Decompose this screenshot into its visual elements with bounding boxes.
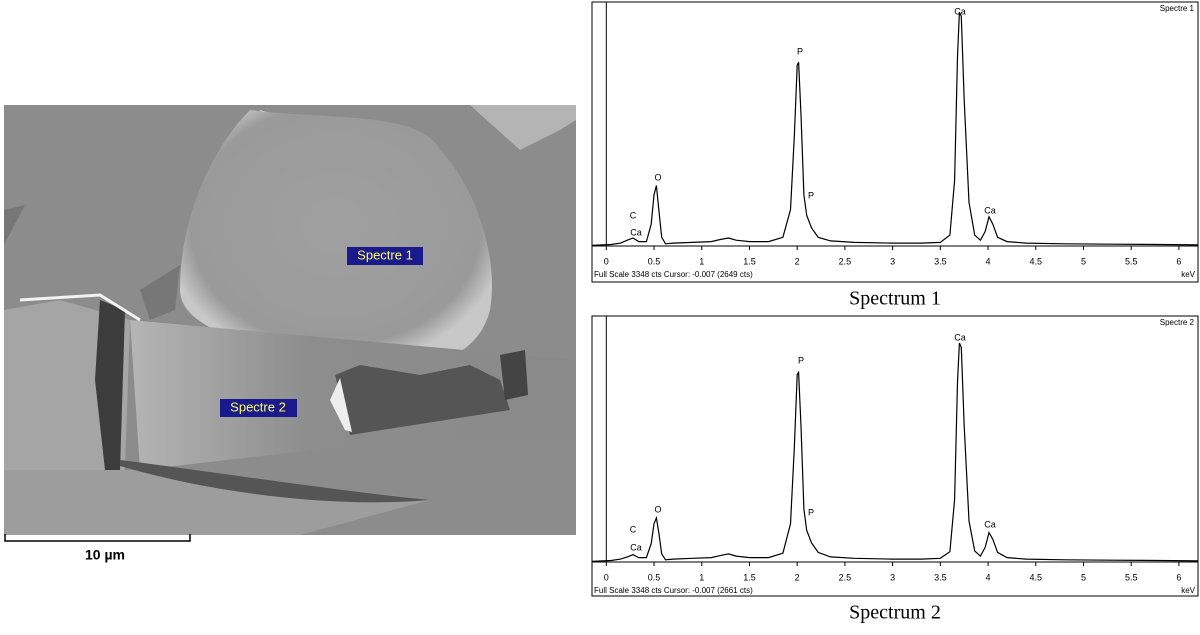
peak-label: O bbox=[654, 504, 661, 514]
x-tick-label: 0.5 bbox=[648, 256, 661, 266]
x-axis-label: keV bbox=[1181, 270, 1195, 279]
spectrum-title: Spectre 2 bbox=[1160, 318, 1195, 327]
x-tick-label: 5 bbox=[1081, 572, 1086, 582]
footer: Full Scale 3348 cts Cursor: -0.007 (2661… bbox=[594, 586, 753, 595]
x-tick-label: 5.5 bbox=[1125, 572, 1138, 582]
figure: Spectre 1 Spectre 2 10 µm 0 0.5 1 1.5 2 2.5 3 3… bbox=[0, 0, 1200, 630]
x-tick-label: 0.5 bbox=[648, 572, 661, 582]
x-tick-label: 0 bbox=[604, 256, 609, 266]
caption: Spectrum 2 bbox=[849, 602, 941, 624]
spectrum-title: Spectre 1 bbox=[1160, 4, 1195, 13]
scale-label: 10 µm bbox=[85, 547, 125, 563]
peak-label: P bbox=[808, 507, 814, 517]
peak-label: O bbox=[654, 172, 661, 182]
x-tick-label: 4.5 bbox=[1030, 256, 1043, 266]
label-text: Spectre 1 bbox=[357, 247, 413, 262]
x-tick-label: 2 bbox=[795, 572, 800, 582]
footer: Full Scale 3348 cts Cursor: -0.007 (2649… bbox=[594, 270, 753, 279]
x-tick-label: 5 bbox=[1081, 256, 1086, 266]
x-tick-label: 6 bbox=[1176, 256, 1181, 266]
x-tick-label: 3.5 bbox=[934, 256, 947, 266]
x-tick-label: 3 bbox=[890, 256, 895, 266]
spectrum-label: Spectre 2 bbox=[220, 399, 297, 417]
peak-label: Ca bbox=[984, 205, 996, 215]
x-tick-label: 4 bbox=[986, 256, 991, 266]
peak-label: Ca bbox=[984, 519, 996, 529]
panel-frame bbox=[592, 2, 1198, 282]
peak-label: C bbox=[630, 210, 637, 220]
x-tick-label: 0 bbox=[604, 572, 609, 582]
x-tick-label: 1 bbox=[699, 572, 704, 582]
peak-label: P bbox=[797, 46, 803, 56]
x-tick-label: 6 bbox=[1176, 572, 1181, 582]
x-tick-label: 3.5 bbox=[934, 572, 947, 582]
x-tick-label: 1.5 bbox=[743, 256, 756, 266]
x-tick-label: 4.5 bbox=[1030, 572, 1043, 582]
x-tick-label: 1.5 bbox=[743, 572, 756, 582]
x-tick-label: 3 bbox=[890, 572, 895, 582]
panel-frame bbox=[592, 316, 1198, 596]
page: Spectre 1 Spectre 2 10 µm 0 0.5 1 1.5 2 2.5 3 3… bbox=[0, 0, 1200, 630]
peak-label: Ca bbox=[630, 227, 642, 237]
peak-label: C bbox=[630, 524, 637, 534]
spectrum-label: Spectre 1 bbox=[347, 247, 423, 265]
x-tick-label: 2.5 bbox=[839, 256, 852, 266]
x-tick-label: 1 bbox=[699, 256, 704, 266]
x-tick-label: 2 bbox=[795, 256, 800, 266]
peak-label: P bbox=[798, 355, 804, 365]
x-axis-label: keV bbox=[1181, 586, 1195, 595]
peak-label: Ca bbox=[630, 542, 642, 552]
scale-bar bbox=[5, 534, 190, 541]
x-tick-label: 5.5 bbox=[1125, 256, 1138, 266]
peak-label: Ca bbox=[954, 6, 966, 16]
label-text: Spectre 2 bbox=[230, 399, 286, 414]
x-tick-label: 4 bbox=[986, 572, 991, 582]
peak-label: Ca bbox=[954, 332, 966, 342]
caption: Spectrum 1 bbox=[849, 288, 941, 310]
sem-image bbox=[4, 105, 576, 535]
peak-label: P bbox=[808, 190, 814, 200]
x-tick-label: 2.5 bbox=[839, 572, 852, 582]
